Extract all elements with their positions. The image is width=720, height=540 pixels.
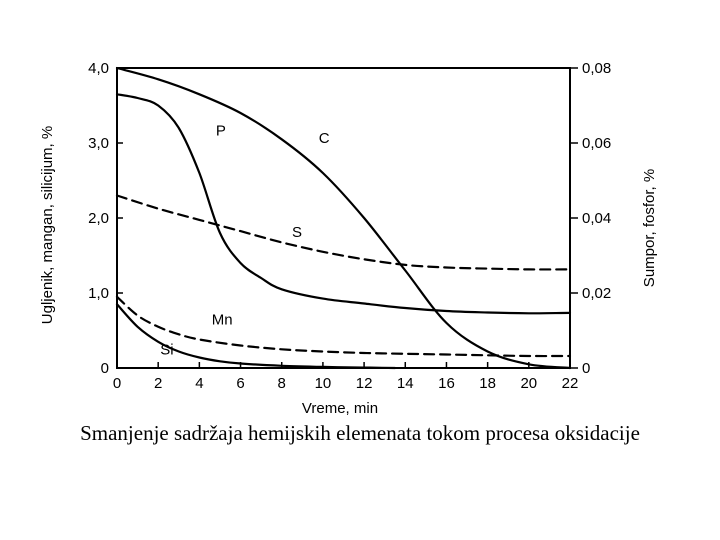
curve-label-mn: Mn: [212, 312, 233, 329]
x-tick-label: 10: [315, 375, 332, 392]
y-left-tick-label: 2,0: [88, 210, 109, 227]
series-line-c: [115, 66, 572, 370]
x-tick-label: 16: [438, 375, 455, 392]
curve-label-p: P: [216, 123, 226, 140]
x-tick-label: 22: [562, 375, 579, 392]
y-left-tick-label: 4,0: [88, 60, 109, 77]
x-tick-label: 2: [154, 375, 162, 392]
axes: [116, 67, 578, 369]
y-right-tick-label: 0,06: [582, 135, 611, 152]
series-line-si: [115, 303, 397, 370]
y-left-tick-label: 3,0: [88, 135, 109, 152]
curve-labels: C P S Mn Si: [160, 123, 330, 359]
series-line-s: [115, 194, 572, 271]
x-tick-label: 12: [356, 375, 373, 392]
x-tick-label: 8: [278, 375, 286, 392]
y-left-tick-label: 0: [101, 360, 109, 377]
y-axis-left-title: Ugljenik, mangan, silicijum, %: [39, 126, 56, 324]
plot-frame: [116, 67, 571, 369]
curve-label-si: Si: [160, 342, 173, 359]
y-right-tick-label: 0,04: [582, 210, 611, 227]
x-tick-label: 18: [479, 375, 496, 392]
x-tick-label: 6: [236, 375, 244, 392]
x-tick-label: 14: [397, 375, 414, 392]
curves: [115, 66, 572, 370]
figure-caption: Smanjenje sadržaja hemijskih elemenata t…: [80, 421, 640, 445]
tick-labels: 0 2 4 6 8 10 12 14 16 18 20 2201,02,03,04,000,020,0…: [88, 60, 611, 392]
x-tick-label: 4: [195, 375, 203, 392]
y-right-tick-label: 0,08: [582, 60, 611, 77]
x-tick-label: 0: [113, 375, 121, 392]
y-right-tick-label: 0: [582, 360, 590, 377]
y-left-tick-label: 1,0: [88, 285, 109, 302]
oxidation-chart: 0 2 4 6 8 10 12 14 16 18 20 2201,02,03,04,000,020,0…: [39, 60, 658, 417]
series-line-mn: [115, 295, 572, 358]
curve-label-c: C: [319, 130, 330, 147]
x-axis-title: Vreme, min: [302, 400, 378, 417]
x-tick-label: 20: [520, 375, 537, 392]
y-axis-right-title: Sumpor, fosfor, %: [641, 169, 658, 287]
curve-label-s: S: [292, 224, 302, 241]
y-right-tick-label: 0,02: [582, 285, 611, 302]
series-line-p: [115, 93, 572, 315]
